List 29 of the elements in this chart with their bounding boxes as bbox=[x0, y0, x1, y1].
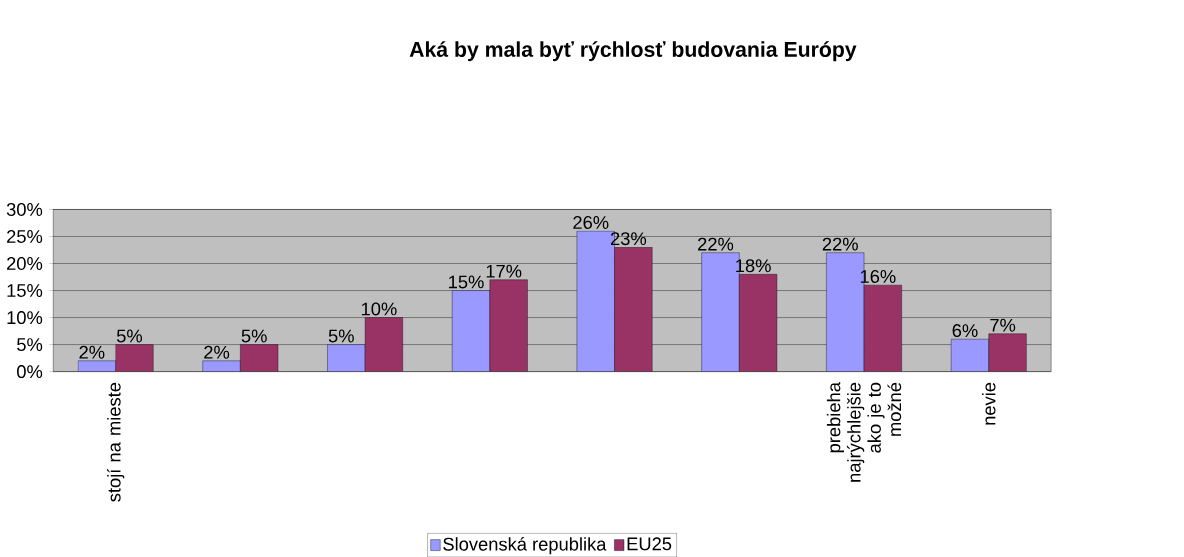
data-label: 26% bbox=[573, 215, 609, 229]
data-label: 16% bbox=[860, 269, 896, 283]
x-tick-label: stojí na mieste bbox=[106, 382, 125, 502]
chart-title: Aká by mala byť rýchlosť budovania Európy bbox=[409, 41, 857, 61]
data-label: 5% bbox=[116, 329, 143, 343]
data-label: 22% bbox=[822, 237, 858, 251]
y-tick-label: 10% bbox=[7, 310, 43, 324]
data-label: 5% bbox=[241, 329, 267, 343]
data-label: 15% bbox=[449, 275, 484, 289]
legend-label: EU25 bbox=[627, 537, 672, 551]
legend-label: Slovenská republika bbox=[443, 536, 607, 555]
x-tick-label: prebieha najrýchlejšie ako je to možné bbox=[826, 381, 902, 482]
y-tick-label: 0% bbox=[17, 364, 43, 378]
data-label: 6% bbox=[952, 323, 978, 337]
data-label: 10% bbox=[361, 302, 397, 316]
data-label: 2% bbox=[204, 345, 230, 359]
data-label: 5% bbox=[328, 329, 354, 343]
y-tick-label: 25% bbox=[7, 229, 43, 243]
data-label: 2% bbox=[79, 345, 105, 359]
data-label: 18% bbox=[736, 259, 771, 273]
data-label: 23% bbox=[610, 232, 647, 246]
data-label: 22% bbox=[698, 237, 734, 251]
y-tick-label: 20% bbox=[7, 256, 43, 270]
data-label: 7% bbox=[990, 318, 1016, 332]
y-tick-label: 15% bbox=[7, 283, 43, 297]
x-tick-label: nevie bbox=[982, 382, 996, 425]
y-tick-label: 5% bbox=[17, 338, 43, 351]
data-label: 17% bbox=[486, 264, 522, 278]
y-tick-label: 30% bbox=[6, 202, 43, 216]
